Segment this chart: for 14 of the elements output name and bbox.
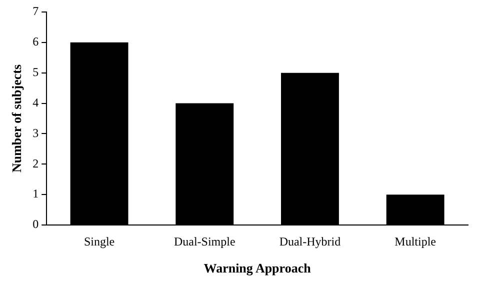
y-tick-label: 5 <box>32 65 39 80</box>
y-tick-label: 6 <box>32 34 39 49</box>
y-tick-label: 3 <box>32 126 39 140</box>
y-tick-label: 7 <box>32 4 39 18</box>
y-tick-label: 2 <box>32 156 39 170</box>
x-tick-label: Single <box>84 234 115 248</box>
y-tick-label: 1 <box>32 186 39 201</box>
x-axis-title: Warning Approach <box>204 260 312 276</box>
y-tick-label: 4 <box>32 95 39 110</box>
y-tick-label: 0 <box>32 217 39 232</box>
x-tick-label: Multiple <box>394 234 436 248</box>
y-axis-title: Number of subjects <box>9 64 24 173</box>
x-tick-label: Dual-Hybrid <box>279 234 341 248</box>
x-tick-label: Dual-Simple <box>174 234 236 248</box>
